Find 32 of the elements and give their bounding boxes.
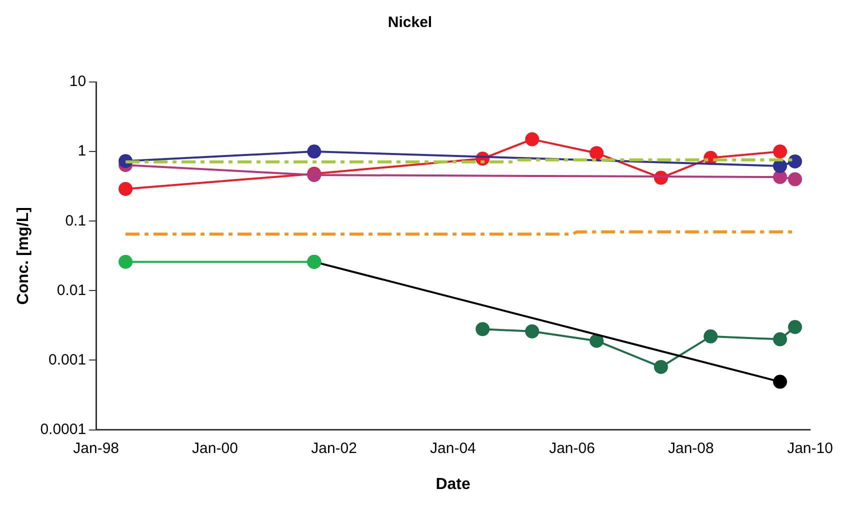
point [654,360,668,374]
point [788,172,802,186]
point [118,254,133,269]
y-tick-label: 1 [78,142,86,160]
x-tick-label: Jan-02 [311,440,357,457]
y-tick-label: 10 [69,73,86,90]
point [704,329,718,344]
y-axis-title: Conc. [mg/L] [15,207,32,305]
x-axis-title: Date [436,476,470,493]
x-tick-label: Jan-10 [787,440,833,457]
point [307,144,322,159]
point [773,144,788,159]
point [773,332,788,346]
x-tick-label: Jan-04 [430,440,476,457]
point [525,132,540,146]
x-tick-label: Jan-06 [549,440,595,457]
chart-title: Nickel [388,14,432,32]
point [118,182,133,196]
x-tick-label: Jan-98 [73,440,120,457]
point [590,146,604,160]
y-tick-label: 0.0001 [40,420,86,438]
point [773,374,788,389]
y-tick-label: 0.01 [56,282,86,299]
point [788,320,802,334]
x-tick-label: Jan-00 [192,440,238,457]
y-tick-label: 0.1 [65,212,86,230]
point [590,334,604,348]
point [525,324,540,338]
point [788,154,802,168]
y-tick-label: 0.001 [48,351,86,368]
point [476,322,490,336]
x-tick-label: Jan-08 [668,440,714,457]
